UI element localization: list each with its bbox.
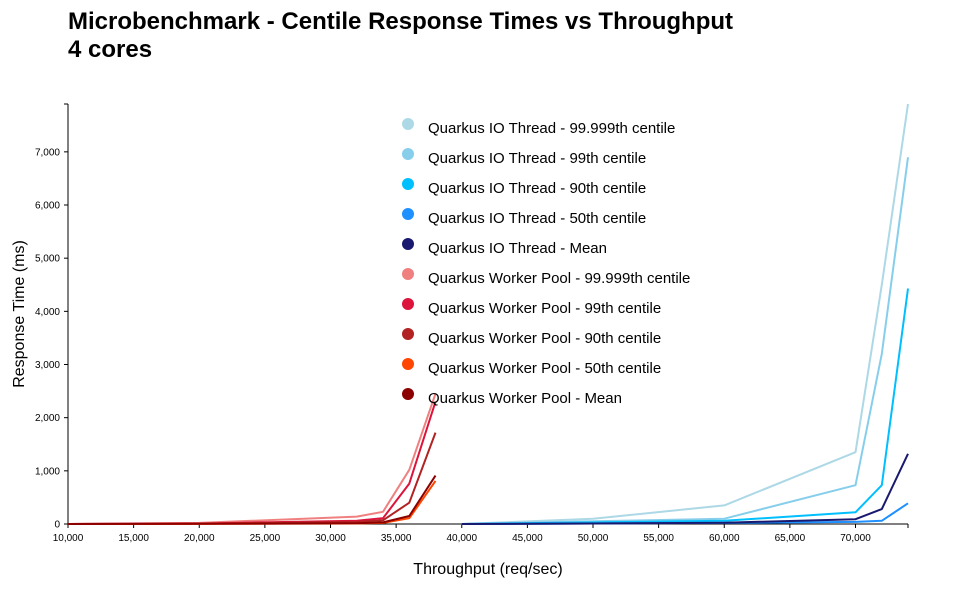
x-tick-label: 35,000 xyxy=(381,533,412,544)
x-tick-label: 55,000 xyxy=(643,533,674,544)
series-line-1 xyxy=(461,103,909,525)
chart-title-block: Microbenchmark - Centile Response Times … xyxy=(68,8,733,64)
legend-marker-6 xyxy=(402,268,414,280)
x-tick-label: 10,000 xyxy=(53,533,84,544)
legend-label-1: Quarkus IO Thread - 99.999th centile xyxy=(428,120,675,137)
x-tick-label: 20,000 xyxy=(184,533,215,544)
x-tick-label: 45,000 xyxy=(512,533,543,544)
plot-area xyxy=(67,103,909,525)
legend-marker-2 xyxy=(402,148,414,160)
legend-label-10: Quarkus Worker Pool - Mean xyxy=(428,390,622,407)
x-tick-label: 40,000 xyxy=(446,533,477,544)
legend-label-7: Quarkus Worker Pool - 99th centile xyxy=(428,300,661,317)
legend-label-8: Quarkus Worker Pool - 90th centile xyxy=(428,330,661,347)
series-line-10 xyxy=(67,475,437,525)
legend-label-5: Quarkus IO Thread - Mean xyxy=(428,240,607,257)
series-line-6 xyxy=(67,393,437,525)
axes: 0 1,000 2,000 3,000 4,000 5,000 6,000 7,000 10,0… xyxy=(35,103,909,544)
chart-subtitle: 4 cores xyxy=(68,36,153,63)
legend-marker-3 xyxy=(402,178,414,190)
y-tick-label: 0 xyxy=(54,520,60,531)
x-tick-label: 60,000 xyxy=(709,533,740,544)
legend-label-2: Quarkus IO Thread - 99th centile xyxy=(428,150,646,167)
series-line-5 xyxy=(461,453,909,525)
x-tick-label: 25,000 xyxy=(250,533,281,544)
legend-label-9: Quarkus Worker Pool - 50th centile xyxy=(428,360,661,377)
legend-label-3: Quarkus IO Thread - 90th centile xyxy=(428,180,646,197)
series-line-8 xyxy=(67,432,437,525)
legend-marker-1 xyxy=(402,118,414,130)
x-tick-label: 70,000 xyxy=(840,533,871,544)
y-tick-label: 7,000 xyxy=(35,147,60,158)
series-line-7 xyxy=(67,401,437,525)
legend-marker-5 xyxy=(402,238,414,250)
legend-marker-7 xyxy=(402,298,414,310)
legend-label-6: Quarkus Worker Pool - 99.999th centile xyxy=(428,270,690,287)
legend-marker-10 xyxy=(402,388,414,400)
y-tick-label: 3,000 xyxy=(35,360,60,371)
legend-marker-4 xyxy=(402,208,414,220)
legend-marker-8 xyxy=(402,328,414,340)
y-axis-title: Response Time (ms) xyxy=(11,240,28,388)
legend: Quarkus IO Thread - 99.999th centile Quar… xyxy=(402,118,690,407)
y-tick-label: 4,000 xyxy=(35,307,60,318)
legend-label-4: Quarkus IO Thread - 50th centile xyxy=(428,210,646,227)
x-tick-label: 65,000 xyxy=(775,533,806,544)
y-tick-label: 2,000 xyxy=(35,413,60,424)
x-tick-label: 50,000 xyxy=(578,533,609,544)
y-tick-label: 1,000 xyxy=(35,466,60,477)
chart-title: Microbenchmark - Centile Response Times … xyxy=(68,8,734,35)
x-tick-label: 30,000 xyxy=(315,533,346,544)
x-tick-label: 15,000 xyxy=(118,533,149,544)
legend-marker-9 xyxy=(402,358,414,370)
y-tick-label: 5,000 xyxy=(35,254,60,265)
y-tick-label: 6,000 xyxy=(35,201,60,212)
x-axis-title: Throughput (req/sec) xyxy=(413,561,562,578)
